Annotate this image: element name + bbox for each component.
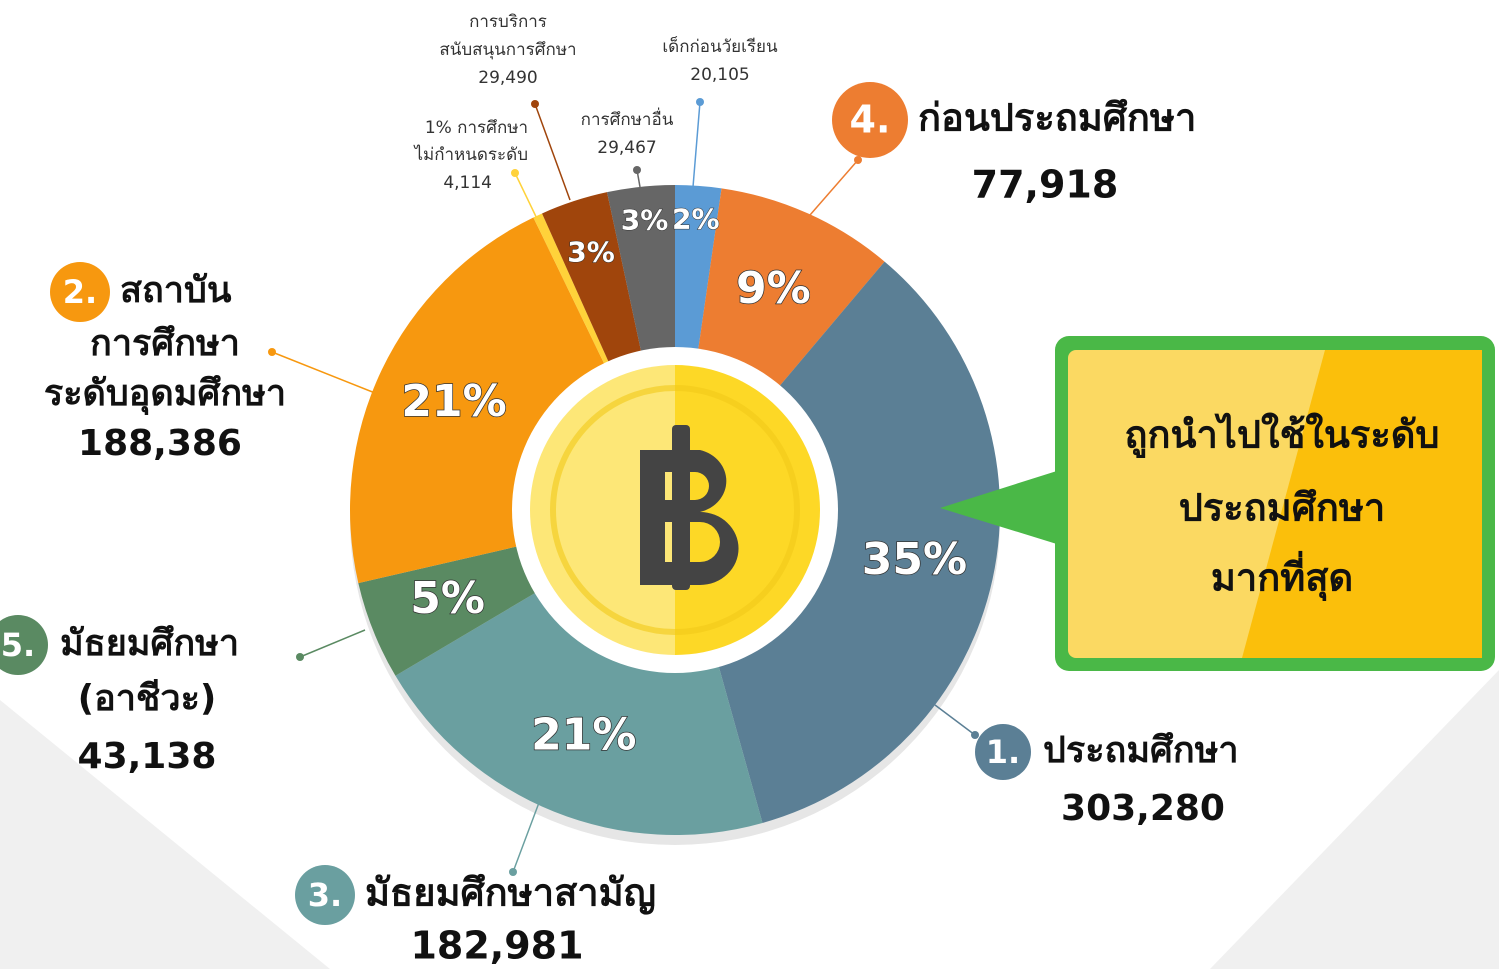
percent-label: 9% [736,263,811,314]
rank-badge [50,262,110,322]
slice-name: การศึกษา [90,323,240,364]
leader-dot [296,653,304,661]
leader-line [514,172,606,361]
slice-name: เด็กก่อนวัยเรียน [662,35,778,57]
value-label: 4,114 [443,173,492,193]
slice [542,192,642,365]
slice-name: ระดับอุดมศึกษา [44,373,286,416]
slice-name: สถาบัน [120,270,232,311]
value-label: 43,138 [78,736,217,777]
coin-rim [550,385,800,635]
coin-left [530,365,675,655]
slice-name: (อาชีวะ) [78,678,217,719]
value-label: 29,467 [597,138,656,158]
slice [675,185,722,352]
rank-badge [975,724,1031,780]
rank-label: 2. [63,273,97,311]
leader-line [271,351,376,394]
slice [697,188,885,388]
slice [718,261,1001,823]
rank-badge [0,615,48,675]
rank-label: 3. [308,876,342,914]
callout-text: ถูกนำไปใช้ในระดับ [1124,413,1439,459]
value-label: 303,280 [1061,788,1225,829]
slice-name: 1% การศึกษา [425,118,528,138]
rank-label: 1. [986,733,1020,771]
slice-name: การบริการ [469,12,547,32]
percent-label: 2% [672,203,720,236]
leader-dot [268,348,276,356]
callout-text: ประถมศึกษา [1179,486,1386,530]
leader-line [534,103,571,201]
slice-name: ประถมศึกษา [1043,730,1239,771]
slice [607,185,675,354]
percent-label: 3% [567,235,615,268]
rank-badge [295,865,355,925]
value-label: 29,490 [478,68,537,88]
percent-label: 21% [531,709,636,760]
value-label: 182,981 [410,924,583,968]
value-label: 188,386 [78,423,242,464]
leader-line [512,799,541,873]
slice [395,591,763,835]
background-shape [0,700,330,969]
callout-text: มากที่สุด [1211,551,1353,602]
leader-dot [531,100,539,108]
leader-dot [854,156,862,164]
value-label: 77,918 [972,163,1119,207]
background-shape [1210,670,1499,969]
labels: 2% เด็กก่อนวัยเรียน 20,105 9% 4. ก่อนประถมศึก… [0,12,1239,968]
leader-dot [696,98,704,106]
percent-label: 3% [621,204,669,237]
slice-name: ก่อนประถมศึกษา [918,96,1196,140]
slice-name: ไม่กำหนดระดับ [412,144,528,165]
value-label: 20,105 [690,65,749,85]
slice [349,217,606,584]
leader-line [299,629,366,658]
percent-label: 35% [862,534,967,585]
percent-label: 21% [401,376,506,427]
leader-dot [509,868,517,876]
slice-name: สนับสนุนการศึกษา [439,40,576,60]
rank-label: 5. [1,626,35,664]
leader-line [809,159,859,216]
slice [358,545,538,676]
slice-name: การศึกษาอื่น [581,107,674,130]
leader-dot [971,731,979,739]
leader-dot [511,169,519,177]
leader-dot [633,166,641,174]
percent-label: 5% [410,573,485,624]
leader-line [692,101,701,188]
callout: ถูกนำไปใช้ในระดับ ประถมศึกษา มากที่สุด [940,336,1495,671]
rank-label: 4. [850,98,891,142]
slice-name: มัธยมศึกษาสามัญ [365,871,656,915]
slice-name: มัธยมศึกษา [60,623,239,664]
baht-icon [640,425,739,590]
rank-badge [832,82,908,158]
leader-line [934,704,976,736]
